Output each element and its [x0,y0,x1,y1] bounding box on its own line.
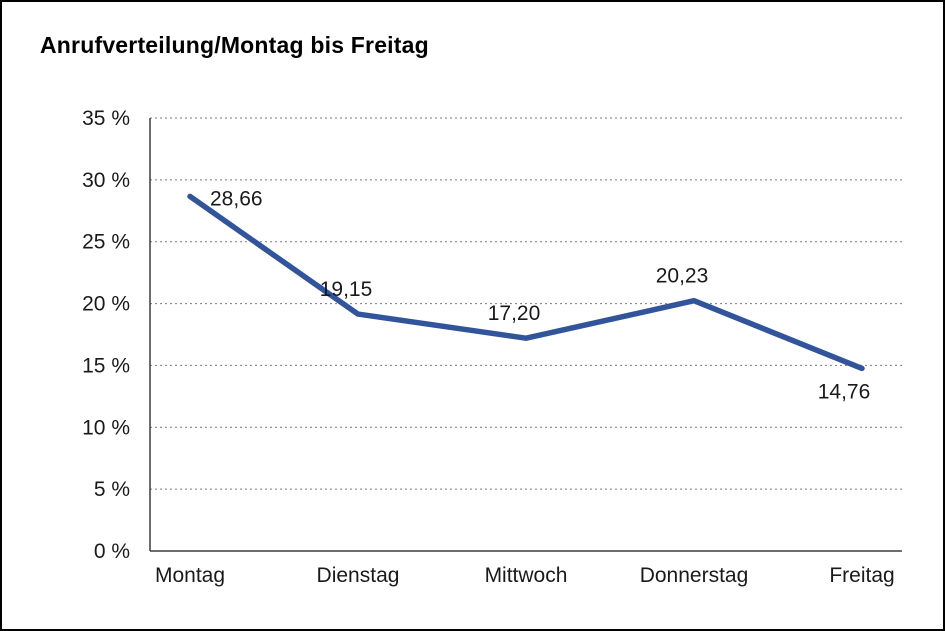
y-tick-label: 10 % [82,416,130,439]
x-axis-label: Donnerstag [640,564,749,587]
x-axis-label: Montag [155,564,225,587]
data-line [187,193,865,372]
y-tick-label: 30 % [82,169,130,192]
y-tick-label: 20 % [82,293,130,316]
y-tick-label: 25 % [82,231,130,254]
y-tick-label: 0 % [94,540,130,563]
y-tick-label: 5 % [94,478,130,501]
y-tick-label: 15 % [82,354,130,377]
data-label: 28,66 [210,187,263,210]
data-label: 17,20 [488,302,541,325]
data-label: 20,23 [656,265,709,288]
x-axis-label: Mittwoch [485,564,568,587]
data-label: 19,15 [320,278,373,301]
x-axis-label: Freitag [829,564,894,587]
chart-title: Anrufverteilung/Montag bis Freitag [40,32,429,58]
y-tick-label: 35 % [82,107,130,130]
data-label: 14,76 [818,380,871,403]
x-axis-label: Dienstag [317,564,400,587]
